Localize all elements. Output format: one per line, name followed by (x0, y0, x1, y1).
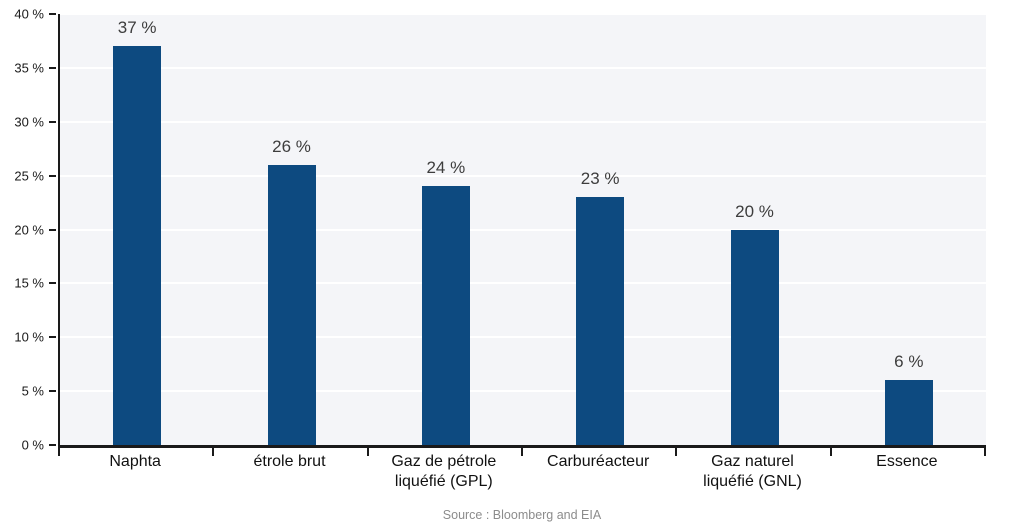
bar (884, 380, 933, 445)
category-label: Essence (876, 453, 938, 470)
category-label: étrole brut (253, 453, 326, 470)
bar (576, 197, 625, 445)
bar-value-label: 24 % (426, 158, 466, 178)
gridline (60, 390, 986, 393)
bar (730, 229, 779, 445)
y-axis-tick-label: 30 % (14, 114, 44, 130)
category-label: Gaz de pétrole liquéfié (GPL) (391, 453, 497, 490)
y-axis-tick (49, 282, 56, 285)
gridline (60, 66, 986, 69)
y-axis-tick-label: 0 % (21, 437, 44, 453)
gridline (60, 336, 986, 339)
bar-value-label: 23 % (580, 169, 620, 189)
y-axis-tick-label: 20 % (14, 222, 44, 237)
y-axis-tick (49, 13, 56, 15)
y-axis-tick-label: 10 % (14, 329, 44, 345)
plot-area: 37 % 26 % 24 % 23 % 20 % 6 % (58, 13, 986, 448)
x-axis-tick (675, 448, 678, 456)
y-axis-tick (49, 444, 56, 446)
source-caption: Source : Bloomberg and EIA (442, 508, 602, 522)
category-label: Carburéacteur (547, 453, 650, 470)
y-axis-tick (49, 228, 56, 231)
bar (113, 46, 162, 445)
y-axis-tick-label: 40 % (14, 6, 44, 22)
bar-value-label: 37 % (117, 18, 157, 38)
x-axis-tick (212, 448, 215, 456)
gridline (60, 282, 986, 285)
y-axis-tick (49, 66, 56, 69)
bar-value-label: 20 % (735, 201, 774, 221)
bar-value-label: 26 % (272, 136, 311, 156)
x-axis-tick (521, 448, 523, 456)
y-axis-tick (49, 174, 56, 177)
y-axis-tick-label: 15 % (14, 275, 44, 291)
gridline (60, 228, 986, 231)
bar (267, 164, 316, 445)
bar (421, 186, 470, 445)
category-label: Naphta (109, 453, 161, 470)
gridline (60, 174, 986, 177)
x-axis-tick (984, 448, 986, 456)
x-axis-tick (829, 448, 832, 456)
bar-value-label: 6 % (894, 352, 924, 372)
y-axis-tick-label: 25 % (14, 168, 44, 184)
category-label: Gaz naturel liquéfié (GNL) (703, 453, 802, 490)
y-axis-tick (49, 120, 56, 123)
x-axis-tick (366, 448, 369, 456)
y-axis-tick (49, 390, 56, 393)
y-axis-tick (49, 336, 56, 339)
y-axis-tick-label: 35 % (14, 60, 44, 76)
x-axis-tick (58, 448, 60, 456)
y-axis-tick-label: 5 % (21, 383, 44, 399)
gridline (60, 120, 986, 123)
gridline (60, 13, 986, 15)
